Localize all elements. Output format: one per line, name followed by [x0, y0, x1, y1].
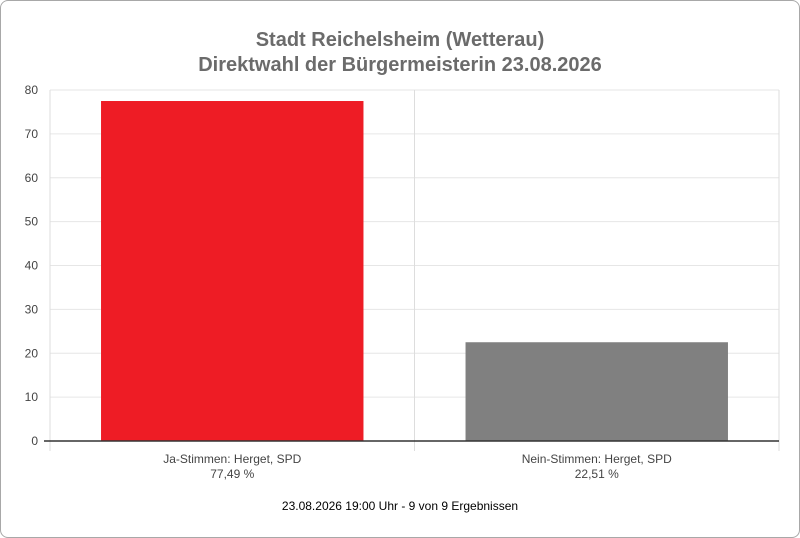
bar-2 [465, 342, 728, 441]
y-tick-label: 20 [25, 346, 39, 360]
y-tick-label: 30 [25, 302, 39, 316]
result-status-footer: 23.08.2026 19:00 Uhr - 9 von 9 Ergebniss… [281, 499, 519, 513]
y-tick-label: 80 [25, 83, 39, 97]
y-tick-label: 40 [25, 259, 39, 273]
x-category-label: Nein-Stimmen: Herget, SPD [522, 452, 672, 466]
y-tick-label: 10 [25, 390, 39, 404]
y-tick-label: 50 [25, 215, 39, 229]
y-tick-label: 0 [31, 434, 38, 448]
y-tick-label: 70 [25, 127, 39, 141]
chart-title-line2: Direktwahl der Bürgermeisterin 23.08.202… [198, 54, 602, 76]
bar-value-label: 22,51 % [575, 467, 619, 481]
bar-value-label: 77,49 % [210, 467, 254, 481]
x-category-label: Ja-Stimmen: Herget, SPD [163, 452, 301, 466]
chart-title: Stadt Reichelsheim (Wetterau) Direktwahl… [0, 28, 800, 78]
y-tick-label: 60 [25, 171, 39, 185]
chart-title-line1: Stadt Reichelsheim (Wetterau) [255, 29, 545, 51]
bar-1 [101, 101, 364, 441]
